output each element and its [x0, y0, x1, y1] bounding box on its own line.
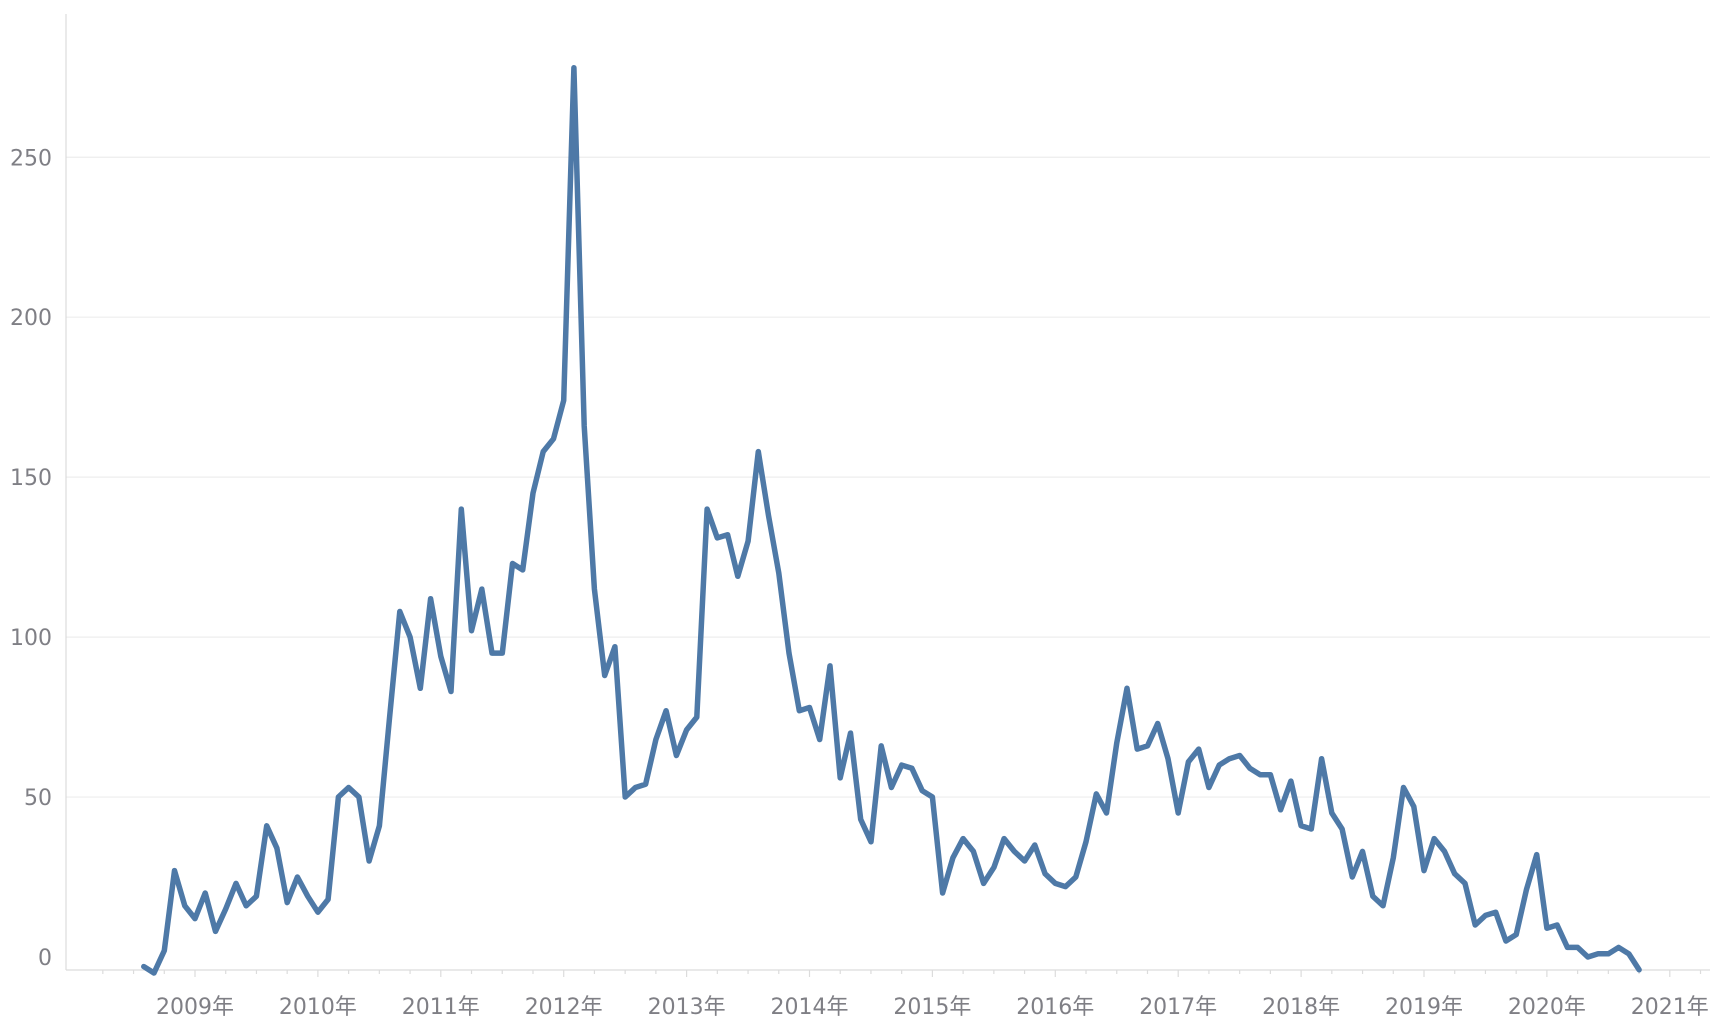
- y-tick-label: 100: [10, 626, 52, 651]
- y-tick-label: 250: [10, 146, 52, 171]
- x-tick-label: 2013年: [648, 995, 726, 1020]
- y-tick-label: 50: [24, 786, 52, 811]
- gridlines: [66, 156, 1710, 798]
- x-axis-ticks: [102, 970, 1702, 977]
- x-tick-label: 2020年: [1508, 995, 1586, 1020]
- x-tick-label: 2011年: [402, 995, 480, 1020]
- x-tick-label: 2012年: [525, 995, 603, 1020]
- x-tick-label: 2010年: [279, 995, 357, 1020]
- x-tick-label: 2016年: [1016, 995, 1094, 1020]
- x-tick-label: 2015年: [893, 995, 971, 1020]
- y-tick-label: 150: [10, 466, 52, 491]
- y-axis-labels: 0 50 100 150 200 250: [10, 146, 52, 971]
- x-tick-label: 2019年: [1385, 995, 1463, 1020]
- x-tick-label: 2018年: [1262, 995, 1340, 1020]
- x-tick-label: 2014年: [771, 995, 849, 1020]
- x-tick-label: 2009年: [156, 995, 234, 1020]
- series-line: [141, 64, 1642, 976]
- x-tick-label: 2021年: [1631, 995, 1709, 1020]
- x-tick-label: 2017年: [1139, 995, 1217, 1020]
- x-axis-labels: 2009年 2010年 2011年 2012年 2013年 2014年 2015年 2016年…: [156, 995, 1709, 1020]
- y-tick-label: 0: [38, 946, 52, 971]
- y-tick-label: 200: [10, 306, 52, 331]
